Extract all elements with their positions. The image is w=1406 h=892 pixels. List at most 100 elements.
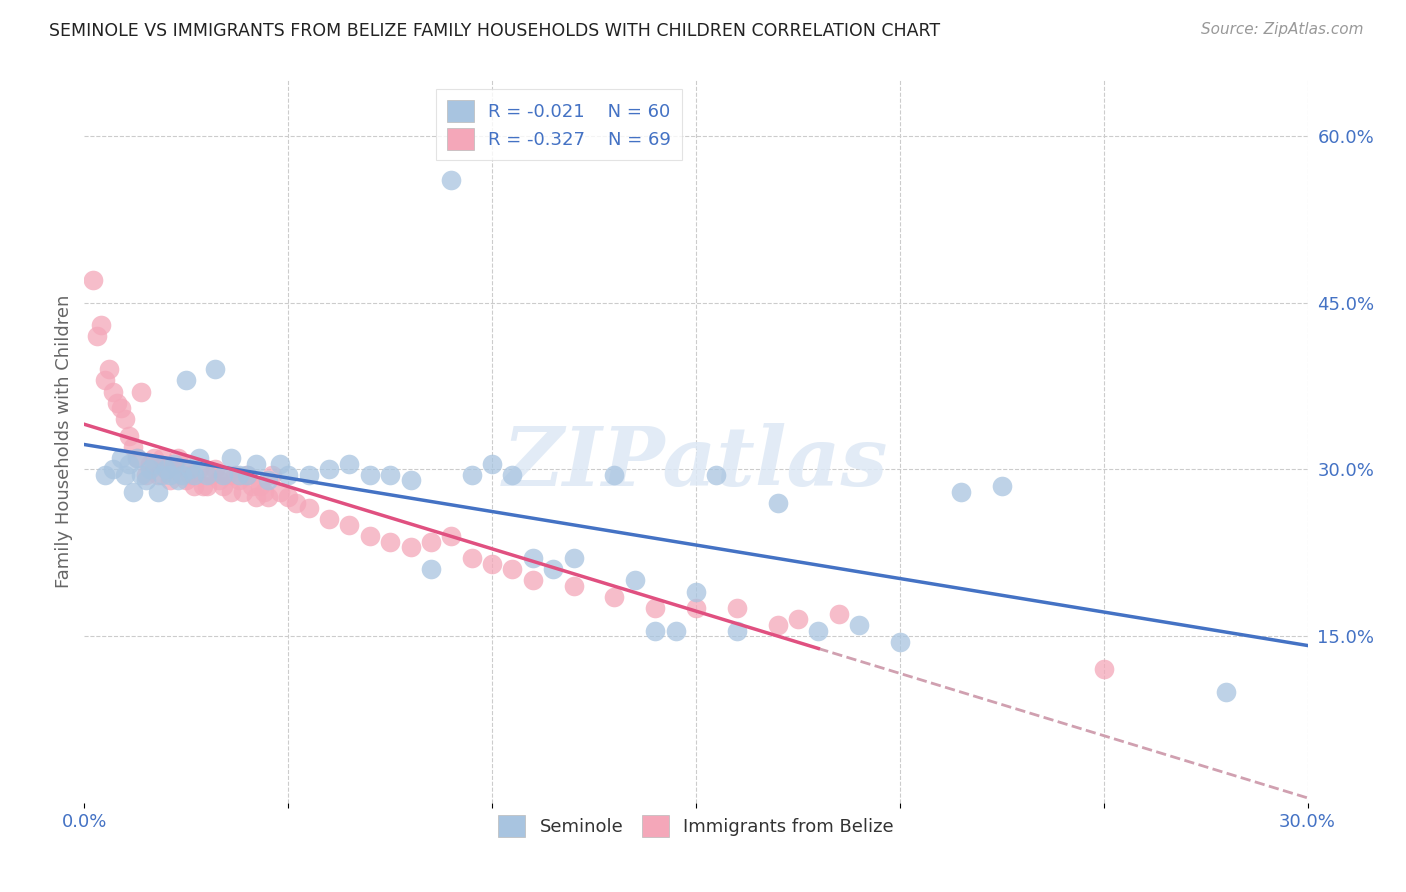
Point <box>212 479 235 493</box>
Point <box>725 624 748 638</box>
Point <box>828 607 851 621</box>
Point <box>260 467 283 482</box>
Point <box>142 451 165 466</box>
Point <box>380 534 402 549</box>
Point <box>644 601 666 615</box>
Point <box>339 517 361 532</box>
Point <box>766 618 789 632</box>
Point <box>285 496 308 510</box>
Point <box>159 474 181 488</box>
Point <box>481 557 503 571</box>
Point <box>174 373 197 387</box>
Point <box>138 457 160 471</box>
Point <box>240 479 263 493</box>
Point <box>82 273 104 287</box>
Point <box>232 484 254 499</box>
Point <box>318 512 340 526</box>
Point <box>461 551 484 566</box>
Point <box>110 401 132 416</box>
Point <box>101 462 124 476</box>
Point <box>127 451 149 466</box>
Point <box>249 479 271 493</box>
Point <box>90 318 112 332</box>
Legend: Seminole, Immigrants from Belize: Seminole, Immigrants from Belize <box>491 808 901 845</box>
Point <box>150 467 173 482</box>
Point <box>172 457 194 471</box>
Point <box>399 474 422 488</box>
Point <box>991 479 1014 493</box>
Point <box>277 467 299 482</box>
Point <box>440 529 463 543</box>
Point <box>167 451 190 466</box>
Point <box>685 601 707 615</box>
Point <box>481 457 503 471</box>
Point <box>257 474 280 488</box>
Point <box>440 173 463 187</box>
Point <box>179 462 201 476</box>
Point <box>146 467 169 482</box>
Point <box>562 551 585 566</box>
Point <box>122 440 145 454</box>
Point <box>219 451 242 466</box>
Point <box>461 467 484 482</box>
Point <box>195 479 218 493</box>
Point <box>191 479 214 493</box>
Point <box>339 457 361 471</box>
Point <box>138 462 160 476</box>
Point <box>236 467 259 482</box>
Point <box>644 624 666 638</box>
Text: Source: ZipAtlas.com: Source: ZipAtlas.com <box>1201 22 1364 37</box>
Point <box>159 467 181 482</box>
Point <box>195 467 218 482</box>
Point <box>155 462 177 476</box>
Point <box>150 451 173 466</box>
Point <box>562 579 585 593</box>
Point <box>236 467 259 482</box>
Point <box>502 467 524 482</box>
Point <box>257 490 280 504</box>
Point <box>848 618 870 632</box>
Point <box>228 467 250 482</box>
Point <box>522 551 544 566</box>
Point <box>146 484 169 499</box>
Point <box>93 373 115 387</box>
Point <box>253 484 276 499</box>
Point <box>807 624 830 638</box>
Point <box>93 467 115 482</box>
Point <box>219 484 242 499</box>
Point <box>212 467 235 482</box>
Point <box>127 451 149 466</box>
Point <box>269 457 291 471</box>
Point <box>725 601 748 615</box>
Point <box>685 584 707 599</box>
Point <box>110 451 132 466</box>
Point <box>200 467 222 482</box>
Point <box>766 496 789 510</box>
Point <box>420 534 443 549</box>
Point <box>380 467 402 482</box>
Point <box>172 467 194 482</box>
Text: SEMINOLE VS IMMIGRANTS FROM BELIZE FAMILY HOUSEHOLDS WITH CHILDREN CORRELATION C: SEMINOLE VS IMMIGRANTS FROM BELIZE FAMIL… <box>49 22 941 40</box>
Point <box>318 462 340 476</box>
Point <box>298 501 321 516</box>
Point <box>118 429 141 443</box>
Point <box>624 574 647 588</box>
Point <box>97 362 120 376</box>
Point <box>787 612 810 626</box>
Point <box>204 462 226 476</box>
Point <box>118 457 141 471</box>
Point <box>183 467 205 482</box>
Point <box>665 624 688 638</box>
Point <box>101 384 124 399</box>
Point <box>183 479 205 493</box>
Point <box>131 467 153 482</box>
Point <box>86 329 108 343</box>
Point <box>399 540 422 554</box>
Point <box>208 474 231 488</box>
Point <box>105 395 128 409</box>
Point <box>114 467 136 482</box>
Point <box>114 412 136 426</box>
Point <box>245 490 267 504</box>
Point <box>217 467 239 482</box>
Point <box>187 462 209 476</box>
